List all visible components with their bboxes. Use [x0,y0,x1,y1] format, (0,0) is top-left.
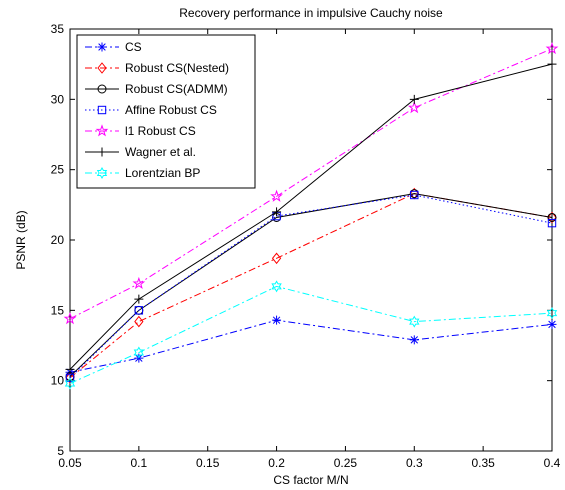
legend-marker [97,147,107,157]
x-tick-label: 0.2 [268,456,285,470]
data-point [270,189,283,202]
x-tick-label: 0.35 [471,456,495,470]
data-point [547,59,557,69]
legend-entry: CS [85,40,142,54]
data-point [271,252,282,265]
x-tick-label: 0.15 [196,456,220,470]
x-tick-label: 0.4 [544,456,561,470]
data-point [64,377,76,390]
series-line [69,285,553,384]
data-point [134,306,144,315]
series-6 [64,280,558,390]
series-layer [63,41,559,390]
legend-marker [96,167,108,179]
legend-entry: Affine Robust CS [85,103,217,117]
legend-label: Affine Robust CS [125,103,217,117]
y-tick-label: 35 [51,22,65,36]
data-point [65,373,75,383]
legend-marker [95,124,109,137]
legend-marker [97,62,107,74]
data-point [409,315,420,328]
data-point [547,211,557,224]
x-tick-label: 0.3 [406,456,423,470]
data-point [132,276,146,290]
x-tick-label: 0.1 [131,456,148,470]
legend-marker [97,42,107,52]
y-tick-label: 25 [51,163,65,177]
data-point [547,319,557,329]
data-point [272,315,282,325]
y-tick-label: 20 [51,233,65,247]
data-point [65,372,75,384]
series-5 [65,59,557,374]
data-point [547,218,557,228]
data-point [134,294,144,304]
data-point [410,190,419,200]
data-point [65,364,75,374]
chart-title: Recovery performance in impulsive Cauchy… [179,6,443,20]
data-point [407,101,421,114]
legend-label: Wagner et al. [125,145,196,159]
data-point [63,312,77,325]
legend-label: Robust CS(ADMM) [125,82,228,96]
legend-entry: Robust CS(Nested) [85,61,229,75]
legend-entry: l1 Robust CS [85,124,196,138]
data-point [134,315,144,328]
legend-marker [97,84,107,94]
legend-entry: Lorentzian BP [85,166,200,180]
legend-label: l1 Robust CS [125,124,196,138]
x-tick-label: 0.05 [58,456,82,470]
y-tick-label: 5 [57,444,64,458]
legend-label: CS [125,40,142,54]
data-point [547,212,557,222]
data-point [271,280,282,293]
legend-entry: Wagner et al. [85,145,196,159]
axis-ticks: 0.05 0.1 0.15 0.2 0.25 0.3 0.35 0.4 5 10 15 20 25 30 3… [51,22,561,470]
y-tick-label: 30 [51,92,65,106]
data-point [409,335,419,345]
y-tick-label: 10 [51,374,65,388]
legend-box [76,34,256,189]
data-point [545,41,559,55]
series-line [69,194,553,379]
legend: CS Robust CS(Nested) Robust CS(ADMM) Affine… [76,34,256,189]
legend-marker [97,105,107,115]
legend-label: Lorentzian BP [125,166,200,180]
data-point [272,207,282,217]
y-tick-label: 15 [51,303,65,317]
x-axis-title: CS factor M/N [273,473,348,487]
legend-label: Robust CS(Nested) [125,61,229,75]
data-point [409,94,419,104]
x-tick-label: 0.25 [334,456,358,470]
data-point [546,307,558,320]
y-axis-title: PSNR (dB) [14,210,28,269]
data-point [133,346,145,359]
legend-entry: Robust CS(ADMM) [85,82,228,96]
